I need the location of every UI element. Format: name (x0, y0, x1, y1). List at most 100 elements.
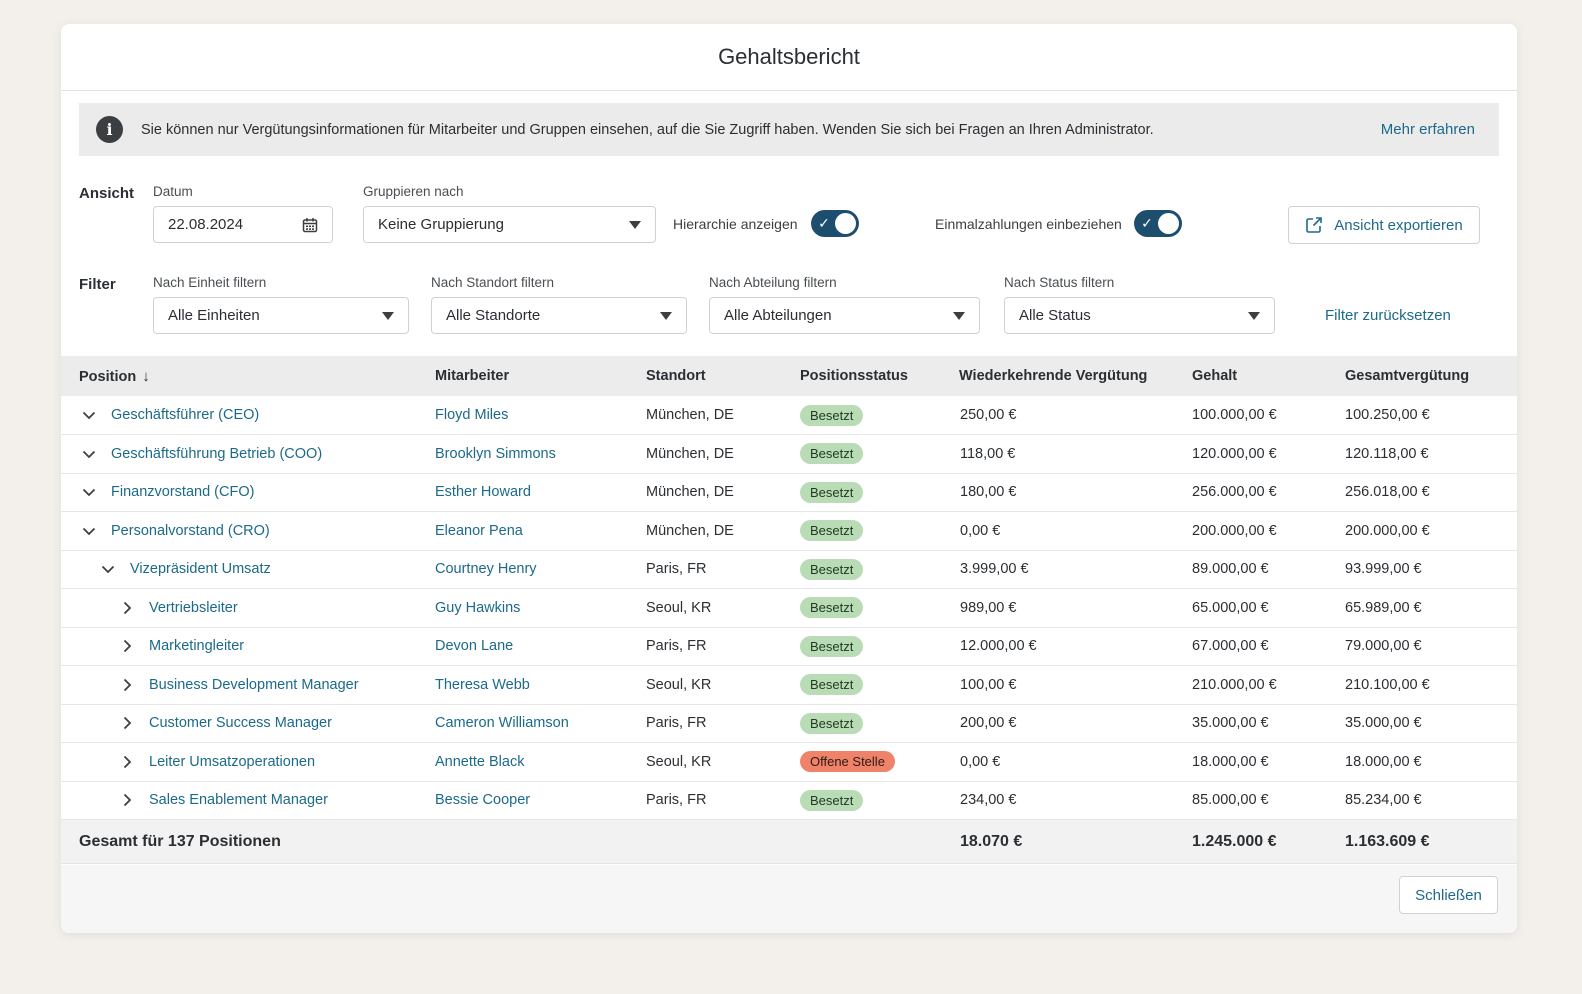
employee-link[interactable]: Theresa Webb (435, 676, 530, 693)
position-link[interactable]: Finanzvorstand (CFO) (111, 484, 255, 501)
group-by-select[interactable]: Keine Gruppierung (363, 206, 656, 243)
status-filter-value: Alle Status (1019, 307, 1091, 324)
cell-position: Marketingleiter (61, 627, 435, 666)
reset-filters-link[interactable]: Filter zurücksetzen (1325, 307, 1451, 324)
position-link[interactable]: Personalvorstand (CRO) (111, 522, 270, 539)
position-link[interactable]: Vizepräsident Umsatz (130, 561, 271, 578)
cell-total: 100.250,00 € (1345, 396, 1517, 435)
header-salary[interactable]: Gehalt (1192, 356, 1345, 396)
cell-status: Besetzt (800, 781, 959, 820)
cell-location: Seoul, KR (646, 665, 800, 705)
chevron-right-icon[interactable] (117, 752, 137, 772)
status-badge: Besetzt (800, 712, 864, 734)
employee-link[interactable]: Devon Lane (435, 638, 514, 655)
table-header-row: Position ↓ Mitarbeiter Standort Positions… (61, 356, 1517, 396)
export-icon (1305, 216, 1323, 234)
date-value: 22.08.2024 (168, 216, 244, 233)
date-picker[interactable]: 22.08.2024 (153, 206, 333, 243)
position-link[interactable]: Customer Success Manager (149, 715, 332, 732)
export-view-button[interactable]: Ansicht exportieren (1288, 206, 1480, 244)
cell-salary: 120.000,00 € (1192, 434, 1345, 474)
cell-position: Vizepräsident Umsatz (61, 550, 435, 589)
location-filter-select[interactable]: Alle Standorte (431, 297, 687, 334)
position-link[interactable]: Geschäftsführer (CEO) (111, 407, 260, 423)
table-row: Finanzvorstand (CFO) Esther Howard München… (61, 473, 1517, 512)
cell-position: Leiter Umsatzoperationen (61, 742, 435, 782)
totals-total: 1.163.609 € (1345, 819, 1517, 864)
header-status[interactable]: Positionsstatus (800, 356, 959, 396)
cell-salary: 100.000,00 € (1192, 396, 1345, 435)
chevron-down-icon[interactable] (79, 482, 99, 502)
modal-title: Gehaltsbericht (718, 44, 860, 69)
onetime-toggle-label: Einmalzahlungen einbeziehen (935, 216, 1122, 232)
location-filter-label: Nach Standort filtern (431, 275, 555, 290)
position-link[interactable]: Leiter Umsatzoperationen (149, 753, 316, 770)
header-recurring[interactable]: Wiederkehrende Vergütung (959, 356, 1192, 396)
unit-filter-select[interactable]: Alle Einheiten (153, 297, 409, 334)
cell-total: 85.234,00 € (1345, 781, 1517, 820)
date-label: Datum (153, 184, 193, 199)
cell-total: 18.000,00 € (1345, 742, 1517, 782)
header-employee[interactable]: Mitarbeiter (435, 356, 646, 396)
calendar-icon[interactable] (302, 217, 318, 233)
position-link[interactable]: Business Development Manager (149, 676, 359, 693)
cell-salary: 89.000,00 € (1192, 550, 1345, 589)
status-badge: Besetzt (800, 520, 864, 542)
chevron-right-icon[interactable] (117, 713, 137, 733)
chevron-down-icon[interactable] (79, 405, 99, 425)
cell-employee: Brooklyn Simmons (435, 434, 646, 474)
cell-position: Vertriebsleiter (61, 588, 435, 628)
sort-down-icon[interactable]: ↓ (142, 367, 150, 385)
employee-link[interactable]: Annette Black (435, 753, 525, 770)
chevron-down-icon[interactable] (79, 521, 99, 541)
cell-position: Personalvorstand (CRO) (61, 511, 435, 551)
hierarchy-toggle[interactable]: ✓ (811, 210, 859, 237)
chevron-right-icon[interactable] (117, 675, 137, 695)
learn-more-link[interactable]: Mehr erfahren (1380, 121, 1475, 138)
position-link[interactable]: Marketingleiter (149, 638, 245, 655)
department-filter-value: Alle Abteilungen (724, 307, 832, 324)
close-button[interactable]: Schließen (1399, 876, 1498, 914)
employee-link[interactable]: Cameron Williamson (435, 715, 569, 732)
department-filter-label: Nach Abteilung filtern (709, 275, 837, 290)
onetime-payments-toggle[interactable]: ✓ (1134, 210, 1182, 237)
info-banner-text: Sie können nur Vergütungsinformationen f… (141, 121, 1154, 138)
chevron-right-icon[interactable] (117, 598, 137, 618)
employee-link[interactable]: Eleanor Pena (435, 522, 523, 539)
cell-employee: Annette Black (435, 742, 646, 782)
status-filter-label: Nach Status filtern (1004, 275, 1115, 290)
cell-total: 65.989,00 € (1345, 588, 1517, 628)
cell-status: Besetzt (800, 511, 959, 551)
header-total[interactable]: Gesamtvergütung (1345, 356, 1517, 396)
caret-down-icon (629, 220, 641, 229)
cell-location: Paris, FR (646, 550, 800, 589)
chevron-right-icon[interactable] (117, 790, 137, 810)
status-filter-select[interactable]: Alle Status (1004, 297, 1275, 334)
table-row: Geschäftsführer (CEO) Floyd Miles München,… (61, 396, 1517, 435)
employee-link[interactable]: Bessie Cooper (435, 792, 531, 809)
cell-location: Paris, FR (646, 627, 800, 666)
chevron-down-icon[interactable] (79, 444, 99, 464)
cell-recurring: 200,00 € (959, 704, 1192, 743)
cell-position: Customer Success Manager (61, 704, 435, 743)
header-location[interactable]: Standort (646, 356, 800, 396)
status-badge: Besetzt (800, 635, 864, 657)
cell-total: 93.999,00 € (1345, 550, 1517, 589)
toggle-knob (1158, 213, 1179, 234)
department-filter-select[interactable]: Alle Abteilungen (709, 297, 980, 334)
status-badge: Besetzt (800, 674, 864, 696)
chevron-down-icon[interactable] (98, 559, 118, 579)
position-link[interactable]: Geschäftsführung Betrieb (COO) (111, 445, 323, 462)
employee-link[interactable]: Courtney Henry (435, 561, 537, 578)
employee-link[interactable]: Floyd Miles (435, 407, 509, 423)
position-link[interactable]: Sales Enablement Manager (149, 792, 328, 809)
status-badge: Besetzt (800, 481, 864, 503)
status-badge: Besetzt (800, 558, 864, 580)
position-link[interactable]: Vertriebsleiter (149, 599, 238, 616)
caret-down-icon (953, 311, 965, 320)
employee-link[interactable]: Esther Howard (435, 484, 531, 501)
header-position[interactable]: Position ↓ (61, 356, 435, 396)
employee-link[interactable]: Guy Hawkins (435, 599, 521, 616)
chevron-right-icon[interactable] (117, 636, 137, 656)
employee-link[interactable]: Brooklyn Simmons (435, 445, 556, 462)
